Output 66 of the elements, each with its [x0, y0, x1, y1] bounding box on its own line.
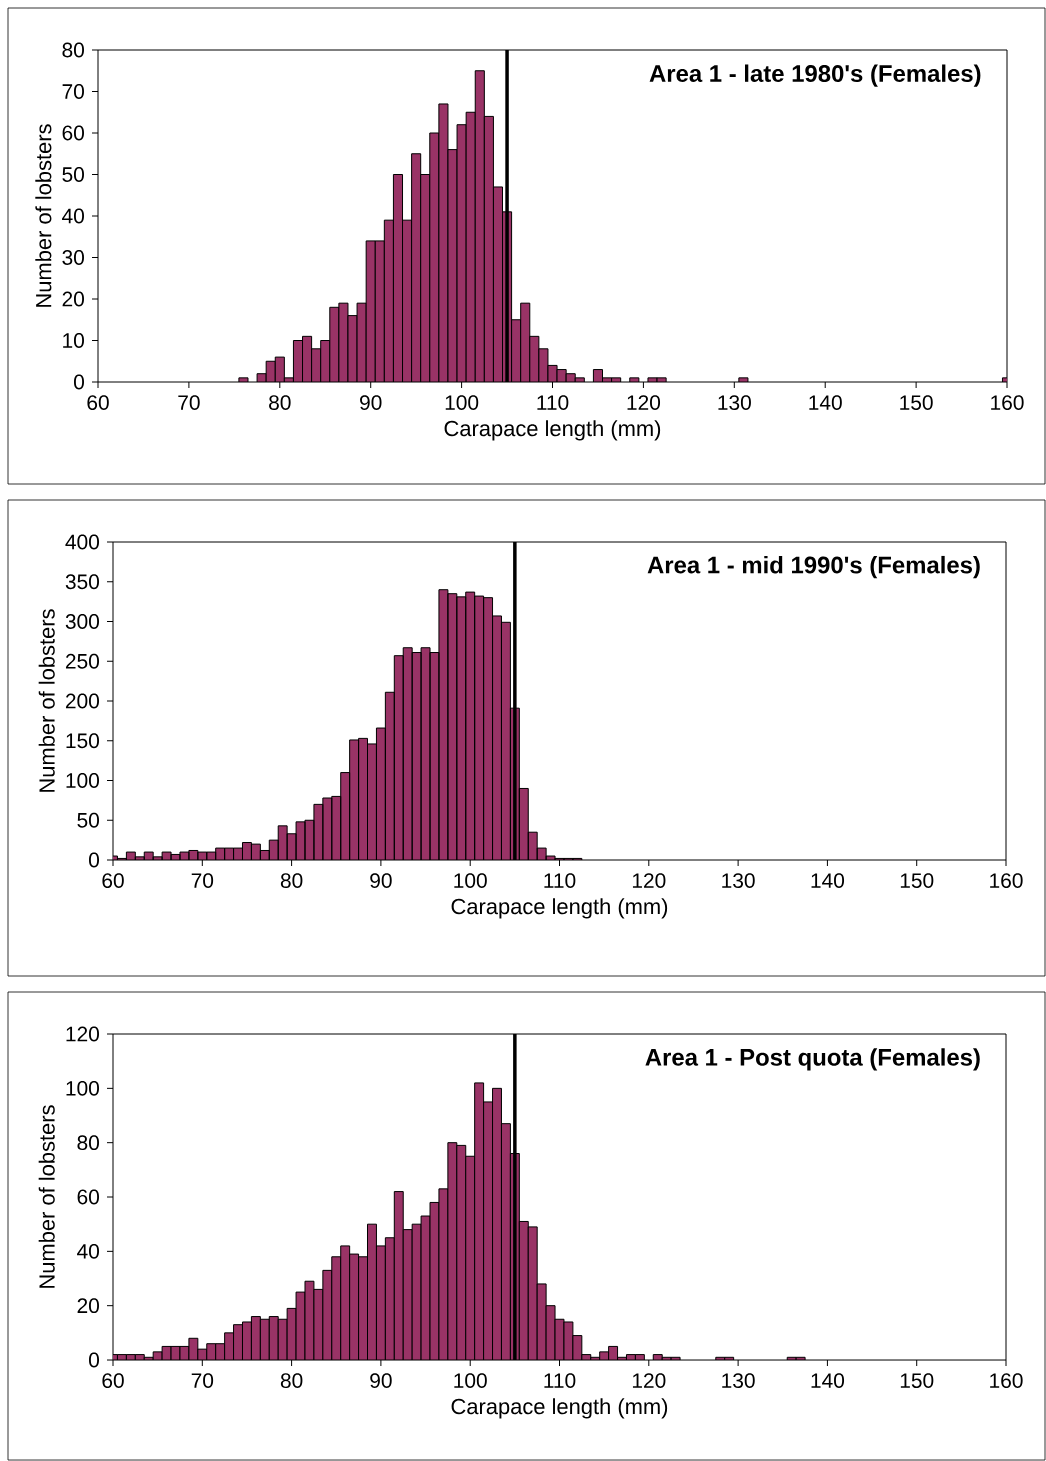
y-tick-label: 0	[89, 852, 100, 868]
x-tick-label: 110	[544, 1373, 576, 1388]
y-tick-label: 80	[77, 1135, 99, 1151]
y-tick-label: 20	[77, 1298, 99, 1314]
y-tick-label: 120	[66, 1026, 99, 1042]
x-tick-label: 160	[991, 395, 1024, 410]
x-tick-label: 140	[809, 395, 842, 410]
y-tick-label: 40	[62, 208, 84, 224]
y-tick-label: 350	[65, 574, 99, 590]
x-tick-label: 70	[178, 395, 200, 410]
text: Area 1 - late 1980's (Females)	[649, 64, 981, 87]
y-tick-label: 40	[77, 1243, 99, 1259]
x-tick-label: 60	[102, 873, 124, 888]
y-tick-label: 30	[62, 250, 84, 265]
x-tick-label: 120	[632, 873, 666, 888]
x-axis-title: Carapace length (mm)	[444, 420, 661, 441]
y-tick-label: 60	[77, 1189, 99, 1205]
x-tick-label: 100	[454, 1373, 487, 1388]
x-axis-title: Carapace length (mm)	[451, 1398, 668, 1419]
y-tick-label: 60	[62, 125, 84, 141]
y-tick-label: 10	[63, 333, 84, 348]
x-tick-label: 150	[900, 1373, 934, 1388]
x-tick-label: 110	[544, 873, 576, 888]
x-tick-label: 80	[280, 873, 303, 888]
text: Area 1 - mid 1990's (Females)	[647, 555, 980, 579]
y-axis-title: Number of lobsters	[35, 124, 52, 307]
x-tick-label: 100	[445, 395, 479, 410]
x-tick-label: 120	[632, 1373, 666, 1388]
x-tick-label: 160	[990, 873, 1023, 888]
text: Area 1 - Post quota (Females)	[645, 1048, 980, 1071]
x-tick-label: 70	[191, 873, 214, 888]
y-axis-title: Number of lobsters	[38, 1105, 55, 1288]
y-tick-label: 400	[65, 534, 99, 550]
y-axis-title: Number of lobsters	[38, 609, 55, 792]
y-tick-label: 150	[66, 733, 99, 749]
x-tick-label: 150	[900, 395, 933, 410]
x-tick-label: 160	[990, 1373, 1023, 1388]
x-tick-label: 110	[537, 395, 569, 410]
y-tick-label: 300	[65, 614, 99, 629]
x-tick-label: 60	[102, 1373, 124, 1388]
x-tick-label: 130	[718, 395, 751, 410]
y-tick-label: 50	[77, 812, 99, 828]
x-tick-label: 120	[627, 395, 661, 410]
y-tick-label: 100	[66, 773, 99, 788]
x-tick-label: 90	[370, 873, 392, 888]
x-tick-label: 140	[811, 873, 845, 888]
y-tick-label: 70	[62, 84, 84, 99]
y-tick-label: 80	[62, 42, 84, 58]
y-tick-label: 200	[65, 693, 99, 709]
y-tick-label: 100	[66, 1080, 99, 1096]
x-axis-title: Carapace length (mm)	[451, 898, 668, 919]
x-tick-label: 100	[454, 873, 487, 888]
y-tick-label: 0	[74, 374, 84, 390]
x-tick-label: 150	[900, 873, 934, 888]
x-tick-label: 80	[280, 1373, 303, 1388]
y-tick-label: 0	[89, 1352, 100, 1368]
x-tick-label: 130	[722, 873, 755, 888]
x-tick-label: 90	[370, 1373, 392, 1388]
y-tick-label: 50	[62, 167, 84, 182]
x-tick-label: 80	[269, 395, 291, 410]
x-tick-label: 130	[722, 1373, 755, 1388]
y-tick-label: 250	[65, 653, 99, 669]
x-tick-label: 140	[811, 1373, 845, 1388]
y-tick-label: 20	[62, 291, 84, 307]
x-tick-label: 70	[191, 1373, 214, 1388]
x-tick-label: 90	[360, 395, 382, 410]
